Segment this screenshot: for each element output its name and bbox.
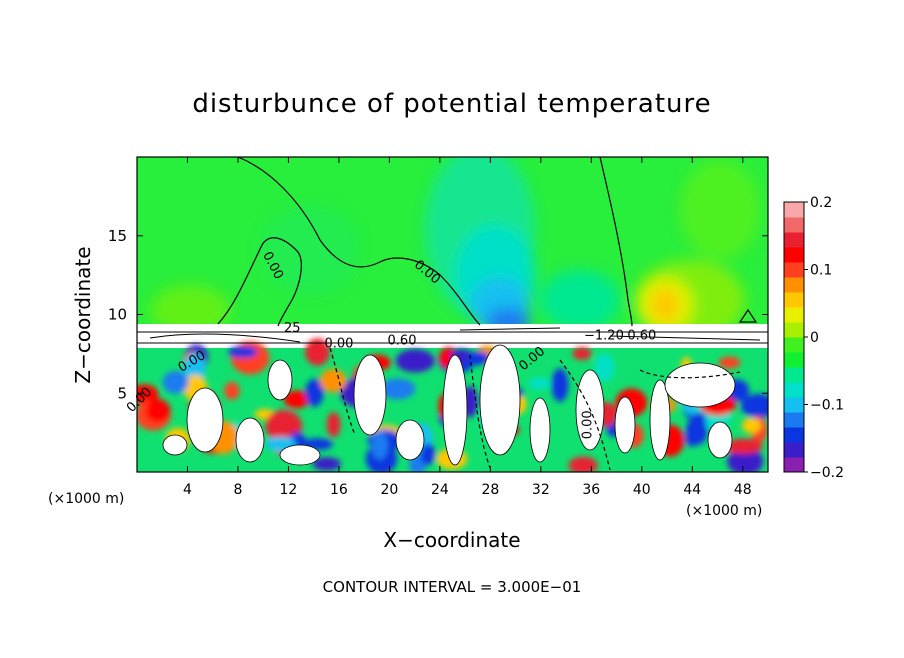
contour-label: 25 — [284, 321, 301, 336]
colorbar-swatch — [784, 442, 804, 458]
colorbar-swatch — [784, 322, 804, 338]
field-blob — [228, 346, 258, 359]
colorbar-tick-label: 0.1 — [810, 263, 832, 279]
colorbar-swatch — [784, 352, 804, 368]
x-unit-right: (×1000 m) — [686, 503, 762, 519]
colorbar-swatch — [784, 232, 804, 248]
colorbar-swatch — [784, 307, 804, 323]
field-blob — [528, 377, 551, 390]
x-tick-label: 44 — [683, 482, 701, 498]
field-blob — [371, 430, 389, 460]
y-axis-ticks: 5 10 15 — [108, 227, 768, 402]
colorbar-swatch — [784, 412, 804, 428]
y-tick-label: 5 — [117, 384, 127, 402]
field-blob — [380, 378, 416, 400]
field-blob — [594, 353, 615, 382]
field-blob — [724, 438, 763, 454]
heatmap-field — [137, 157, 768, 472]
contour-label: 0.00 — [324, 337, 353, 352]
x-tick-label: 28 — [481, 482, 499, 498]
field-white-core — [529, 397, 551, 463]
field-blob — [162, 370, 189, 394]
field-white-core — [707, 421, 733, 459]
field-blob — [305, 378, 324, 407]
colorbar-labels: 0.2 0.1 0 −0.1 −0.2 — [804, 195, 844, 481]
x-tick-label: 48 — [734, 482, 752, 498]
colorbar-swatch — [784, 457, 804, 473]
field-blob — [742, 417, 761, 434]
contour-label: −1.20 — [584, 329, 624, 344]
field-blob — [224, 381, 240, 400]
x-tick-label: 4 — [183, 482, 192, 498]
colorbar-tick-label: −0.1 — [810, 398, 844, 414]
field-blob — [145, 399, 171, 423]
field-white-core — [664, 362, 736, 408]
field-white-core — [186, 387, 224, 453]
field-blob — [305, 338, 330, 366]
y-tick-label: 15 — [108, 227, 127, 245]
field-blob — [685, 417, 708, 446]
field-blob — [572, 347, 592, 361]
contour-interval-note: CONTOUR INTERVAL = 3.000E−01 — [323, 578, 582, 596]
field-blob — [230, 341, 270, 375]
field-blob — [319, 368, 347, 393]
x-tick-label: 32 — [532, 482, 550, 498]
field-blob — [283, 390, 310, 409]
colorbar-swatch — [784, 262, 804, 278]
field-blob — [568, 456, 598, 472]
field-white-core — [267, 359, 293, 401]
field-blob — [326, 412, 341, 438]
x-tick-label: 36 — [582, 482, 600, 498]
x-unit-left: (×1000 m) — [48, 491, 124, 507]
colorbar-swatch — [784, 217, 804, 233]
colorbar-swatch — [784, 247, 804, 263]
field-white-core — [479, 344, 521, 456]
colorbar-tick-label: −0.2 — [810, 465, 844, 481]
x-axis-ticks: 4 8 12 16 20 24 28 32 36 40 44 48 — [183, 157, 752, 498]
field-white-core — [353, 354, 387, 436]
x-tick-label: 40 — [633, 482, 651, 498]
field-white-core — [235, 417, 265, 463]
colorbar-swatch — [784, 292, 804, 308]
x-tick-label: 8 — [233, 482, 242, 498]
y-axis-label: Z−coordinate — [71, 246, 95, 383]
field-blob — [740, 393, 768, 418]
field-blob — [420, 443, 436, 466]
colorbar-tick-label: 0 — [810, 330, 819, 346]
field-white-core — [279, 444, 321, 466]
field-blob — [551, 368, 569, 402]
contour-label: 0.60 — [388, 333, 417, 348]
colorbar-swatch — [784, 367, 804, 383]
field-blob — [395, 349, 435, 373]
colorbar-swatch — [784, 277, 804, 293]
contour-label: 0.00 — [580, 410, 595, 439]
colorbar-tick-label: 0.2 — [810, 195, 832, 211]
field-white-core — [649, 379, 671, 461]
chart-title: disturbunce of potential temperature — [192, 89, 711, 119]
colorbar — [784, 202, 804, 473]
field-white-core — [614, 396, 636, 454]
colorbar-swatch — [784, 427, 804, 443]
x-tick-label: 20 — [380, 482, 398, 498]
field-white-core — [162, 434, 188, 456]
field-white-core — [442, 354, 468, 466]
x-tick-label: 16 — [330, 482, 348, 498]
field-blob — [312, 457, 342, 471]
y-tick-label: 10 — [108, 306, 127, 324]
field-blob — [137, 384, 159, 405]
field-blob — [465, 351, 491, 366]
x-tick-label: 24 — [431, 482, 449, 498]
contour-label: 0.60 — [627, 329, 656, 344]
colorbar-swatch — [784, 202, 804, 218]
colorbar-swatch — [784, 382, 804, 398]
field-blob — [718, 356, 741, 369]
colorbar-swatch — [784, 337, 804, 353]
x-axis-label: X−coordinate — [383, 528, 520, 552]
x-tick-label: 12 — [280, 482, 298, 498]
field-blob — [727, 447, 764, 472]
colorbar-swatch — [784, 397, 804, 413]
field-white-core — [395, 419, 425, 461]
